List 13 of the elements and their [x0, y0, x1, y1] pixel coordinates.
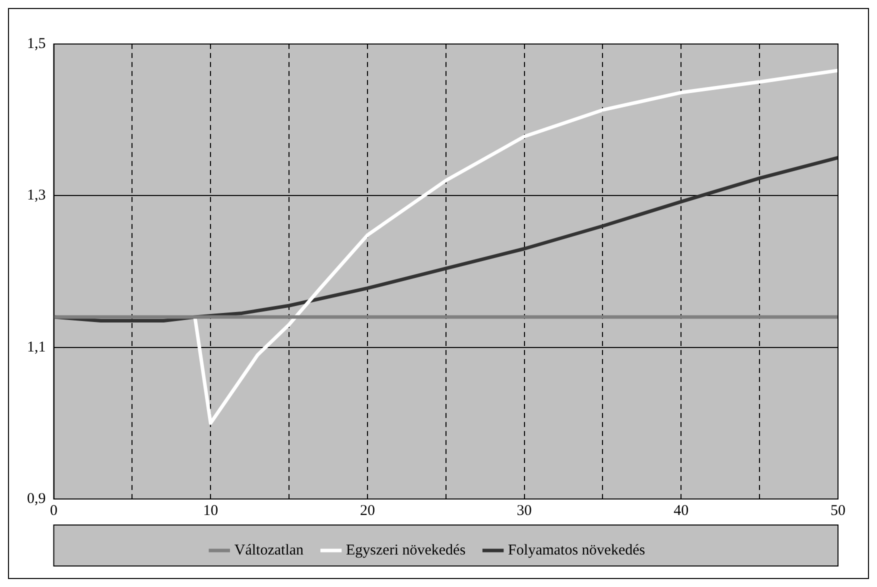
x-tick-label: 40: [674, 502, 689, 519]
x-tick-label: 0: [50, 502, 58, 519]
legend-label: Változatlan: [234, 542, 304, 558]
x-tick-label: 50: [830, 502, 846, 519]
y-tick-label: 1,5: [27, 36, 46, 52]
x-tick-label: 20: [360, 502, 375, 519]
y-tick-label: 1,1: [27, 339, 46, 356]
x-tick-label: 30: [516, 502, 532, 519]
legend-label: Folyamatos növekedés: [508, 542, 646, 558]
y-tick-label: 1,3: [27, 188, 46, 204]
x-tick-label: 10: [203, 502, 218, 519]
legend-label: Egyszeri növekedés: [346, 542, 466, 558]
y-tick-label: 0,9: [27, 490, 46, 507]
